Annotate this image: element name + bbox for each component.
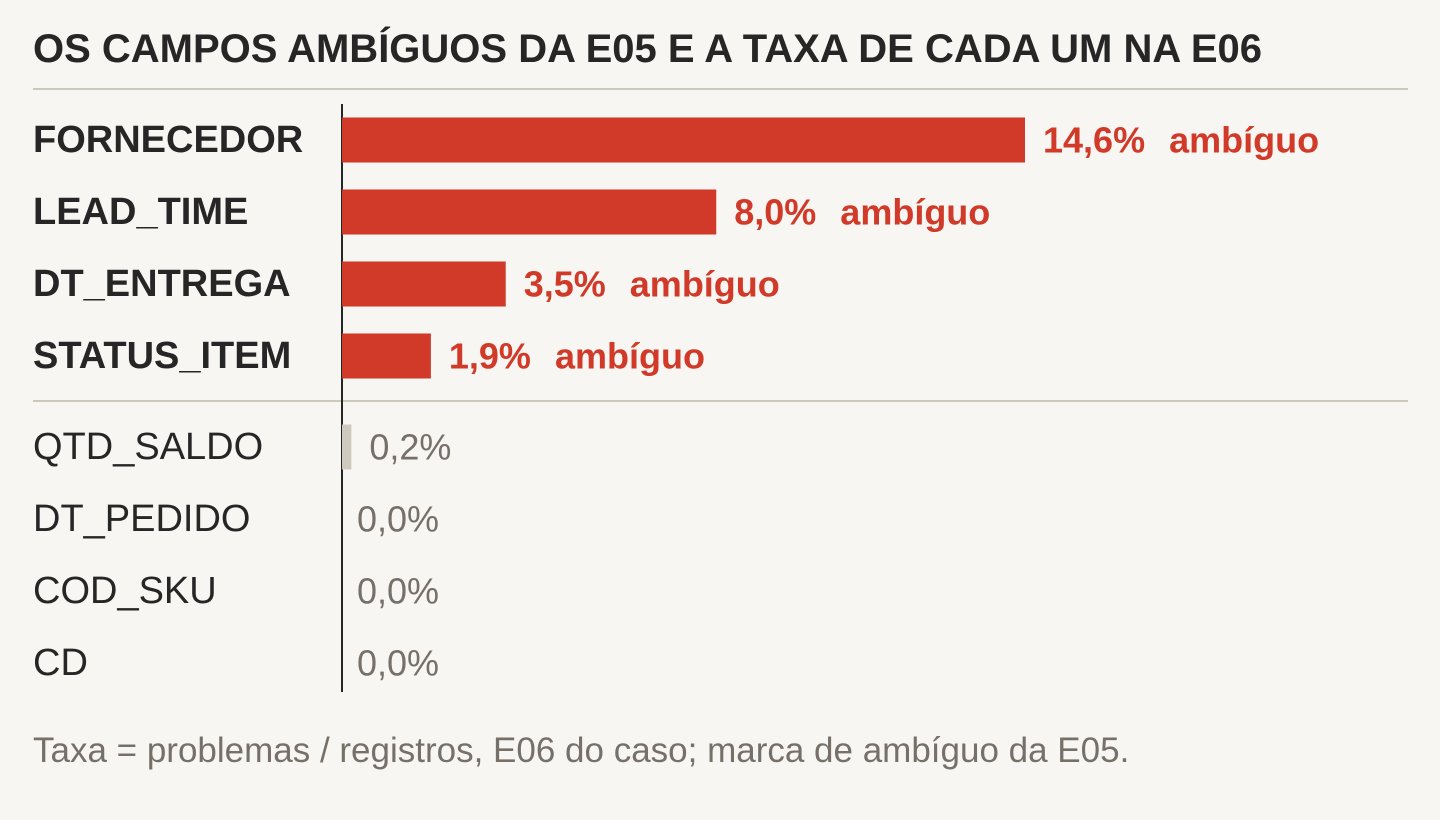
chart-footnote: Taxa = problemas / registros, E06 do cas… — [33, 731, 1130, 770]
bar — [342, 261, 506, 307]
category-label: STATUS_ITEM — [33, 335, 291, 377]
value-label: 3,5% — [524, 264, 606, 305]
value-label: 14,6% — [1043, 120, 1145, 161]
value-label: 0,2% — [369, 427, 451, 468]
category-label: LEAD_TIME — [33, 191, 248, 233]
chart-marks: FORNECEDOR 14,6% ambíguo LEAD_TIME 8,0% ambíg… — [33, 117, 1319, 684]
ambiguous-tag: ambíguo — [630, 264, 780, 305]
value-label: 0,0% — [357, 643, 439, 684]
bar — [342, 189, 717, 235]
value-label: 0,0% — [357, 571, 439, 612]
category-label: CD — [33, 642, 88, 684]
bar — [342, 424, 352, 470]
bar — [342, 117, 1025, 163]
bar — [342, 333, 431, 379]
value-label: 0,0% — [357, 499, 439, 540]
category-label: FORNECEDOR — [33, 119, 303, 161]
category-label: QTD_SALDO — [33, 426, 263, 468]
category-label: DT_PEDIDO — [33, 498, 250, 540]
category-label: COD_SKU — [33, 570, 217, 612]
ambiguous-tag: ambíguo — [555, 336, 705, 377]
category-label: DT_ENTREGA — [33, 263, 291, 305]
ambiguous-tag: ambíguo — [840, 192, 990, 233]
value-label: 8,0% — [734, 192, 816, 233]
chart-title: OS CAMPOS AMBÍGUOS DA E05 E A TAXA DE CA… — [33, 27, 1263, 71]
value-label: 1,9% — [449, 336, 531, 377]
ambiguous-tag: ambíguo — [1169, 120, 1319, 161]
